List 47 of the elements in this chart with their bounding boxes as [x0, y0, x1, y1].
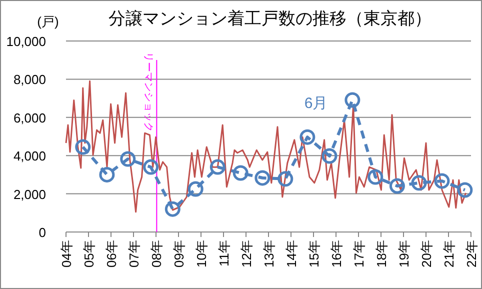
point — [278, 171, 294, 187]
y-tick-label: 0 — [38, 225, 46, 240]
x-tick-label: 08年 — [149, 240, 164, 268]
x-tick-label: 15年 — [306, 240, 322, 268]
point — [368, 169, 384, 185]
point — [120, 151, 136, 167]
point — [322, 148, 338, 164]
point — [143, 159, 159, 175]
point — [210, 159, 226, 175]
x-tick-label: 06年 — [104, 240, 119, 268]
title: 分譲マンション着工戸数の推移（東京都） — [108, 9, 432, 28]
x-tick-label: 20年 — [419, 240, 434, 268]
y-tick-label: 6,000 — [13, 110, 46, 126]
point — [232, 165, 248, 181]
x-tick-label: 05年 — [82, 240, 96, 268]
annotation: 6月 — [304, 95, 328, 112]
x-tick-label: 17年 — [352, 240, 366, 268]
point — [188, 181, 204, 197]
point — [75, 139, 91, 155]
x-tick-label: 16年 — [329, 240, 344, 268]
x-tick-label: 14年 — [284, 240, 299, 268]
x-tick-label: 21年 — [442, 240, 456, 268]
point — [300, 129, 316, 145]
y-tick-label: 4,000 — [13, 148, 46, 164]
x-tick-label: 12年 — [239, 240, 254, 268]
point — [99, 166, 115, 182]
point — [344, 92, 360, 108]
x-tick-label: 09年 — [172, 240, 186, 268]
ref-line-label: リーマンショック — [142, 52, 154, 132]
point — [389, 178, 405, 194]
point — [254, 170, 270, 186]
x-tick-label: 22年 — [464, 240, 479, 268]
x-tick-label: 07年 — [126, 240, 142, 268]
x-tick-label: 19年 — [396, 240, 412, 268]
x-tick-label: 10年 — [194, 240, 209, 268]
ylabel: (戸) — [37, 14, 59, 29]
y-tick-label: 2,000 — [13, 186, 46, 202]
y-tick-label: 8,000 — [13, 72, 46, 88]
x-tick-label: 11年 — [216, 240, 232, 266]
y-tick-label: 10,000 — [6, 34, 46, 49]
point — [434, 173, 450, 189]
point — [457, 182, 473, 198]
point — [164, 201, 180, 217]
x-tick-label: 04年 — [59, 240, 74, 268]
x-tick-label: 18年 — [374, 240, 389, 268]
x-tick-label: 13年 — [262, 240, 276, 268]
point — [411, 175, 427, 191]
